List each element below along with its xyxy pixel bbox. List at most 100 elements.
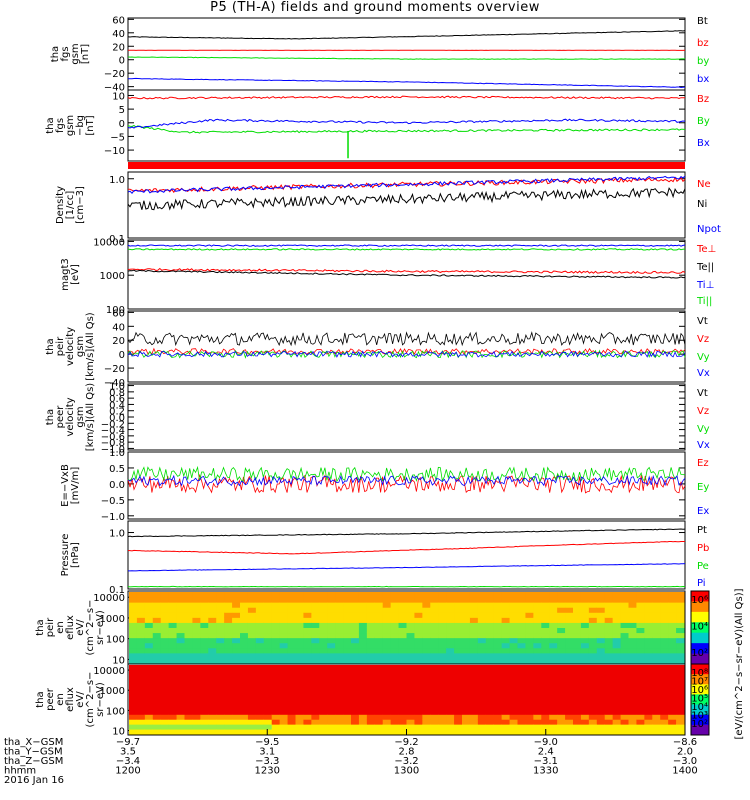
heatmap-cell [660, 724, 669, 730]
heatmap-cell [247, 617, 257, 623]
heatmap-cell [255, 714, 265, 720]
heatmap-cell [351, 679, 360, 686]
heatmap-cell [549, 714, 558, 720]
heatmap-cell [382, 592, 392, 598]
heatmap-cell [382, 714, 392, 720]
heatmap-cell [240, 637, 249, 644]
heatmap-cell [588, 607, 598, 613]
heatmap-cell [168, 622, 178, 628]
y-tick-label-6: −1.0 [101, 512, 125, 523]
heatmap-cell [184, 704, 193, 710]
heatmap-cell [414, 657, 423, 664]
heatmap-cell [620, 669, 629, 676]
heatmap-cell [263, 699, 273, 705]
y-tick-label-9: 10 [112, 727, 125, 738]
x-tick-label: 1200 [115, 766, 140, 777]
heatmap-cell [224, 724, 233, 730]
heatmap-cell [144, 674, 154, 681]
heatmap-cell [168, 632, 178, 639]
heatmap-cell [176, 669, 185, 676]
heatmap-cell [335, 592, 344, 598]
heatmap-cell [382, 617, 392, 623]
panel-frame-2 [127, 171, 686, 239]
heatmap-cell [255, 652, 265, 659]
heatmap-cell [469, 657, 479, 664]
heatmap-cell [454, 704, 463, 710]
heatmap-cell [525, 607, 534, 613]
legend-Vy: Vy [697, 352, 710, 363]
heatmap-cell [247, 724, 257, 730]
heatmap-cell [477, 679, 487, 686]
heatmap-cell [517, 607, 526, 613]
y-tick-label-5: −0.2 [101, 419, 125, 430]
heatmap-cell [469, 724, 479, 730]
heatmap-cell [303, 724, 312, 730]
heatmap-cell [303, 714, 312, 720]
heatmap-cell [152, 647, 162, 654]
heatmap-cell [446, 612, 455, 618]
heatmap-cell [541, 689, 550, 696]
heatmap-cell [549, 674, 558, 681]
heatmap-cell [303, 684, 312, 691]
heatmap-cell [343, 652, 352, 659]
heatmap-cell [477, 669, 487, 676]
heatmap-cell [287, 714, 296, 720]
heatmap-cell [469, 617, 479, 623]
heatmap-cell [176, 602, 185, 608]
x-tick-label: 1300 [394, 766, 419, 777]
heatmap-cell [541, 694, 550, 700]
heatmap-cell [628, 694, 637, 700]
y-axis-label-0: [nT] [80, 44, 91, 64]
heatmap-cell [477, 724, 487, 730]
heatmap-cell [501, 657, 511, 664]
heatmap-cell [351, 622, 360, 628]
heatmap-cell [335, 652, 344, 659]
legend-Pi: Pi [697, 578, 706, 589]
heatmap-cell [493, 669, 503, 676]
heatmap-cell [660, 679, 669, 686]
heatmap-cell [335, 674, 344, 681]
heatmap-cell [398, 674, 407, 681]
heatmap-cell [351, 719, 360, 725]
y-axis-label-4: gsm [75, 336, 86, 357]
heatmap-cell [160, 704, 170, 710]
x-tick-label: −9.7 [116, 737, 140, 748]
y-tick-label-9: 10000 [93, 666, 125, 677]
heatmap-cell [208, 652, 217, 659]
heatmap-cell [374, 674, 384, 681]
heatmap-cell [160, 714, 170, 720]
panel-frame-7 [127, 520, 686, 590]
heatmap-cell [216, 719, 225, 725]
heatmap-cell [525, 622, 534, 628]
heatmap-cell [152, 679, 162, 686]
heatmap-cell [438, 617, 447, 623]
heatmap-cell [501, 699, 511, 705]
heatmap-cell [216, 684, 225, 691]
heatmap-cell [160, 612, 170, 618]
heatmap-cell [668, 709, 677, 715]
heatmap-cell [501, 622, 511, 628]
heatmap-cell [469, 714, 479, 720]
heatmap-cell [263, 719, 273, 725]
heatmap-cell [335, 597, 344, 603]
heatmap-cell [636, 647, 645, 654]
heatmap-cell [374, 657, 384, 664]
heatmap-cell [652, 632, 661, 639]
heatmap-cell [335, 714, 344, 720]
heatmap-cell [541, 612, 550, 618]
heatmap-cell [469, 607, 479, 613]
heatmap-cell [414, 719, 423, 725]
heatmap-cell [628, 729, 637, 735]
heatmap-cell [366, 637, 376, 644]
heatmap-cell [446, 597, 455, 603]
heatmap-cell [565, 714, 574, 720]
heatmap-cell [588, 637, 598, 644]
heatmap-cell [343, 699, 352, 705]
heatmap-cell [240, 719, 249, 725]
heatmap-cell [414, 724, 423, 730]
heatmap-cell [351, 689, 360, 696]
heatmap-cell [358, 679, 368, 686]
heatmap-cell [446, 729, 455, 735]
series-line-Vt [127, 331, 686, 347]
heatmap-cell [160, 632, 170, 639]
